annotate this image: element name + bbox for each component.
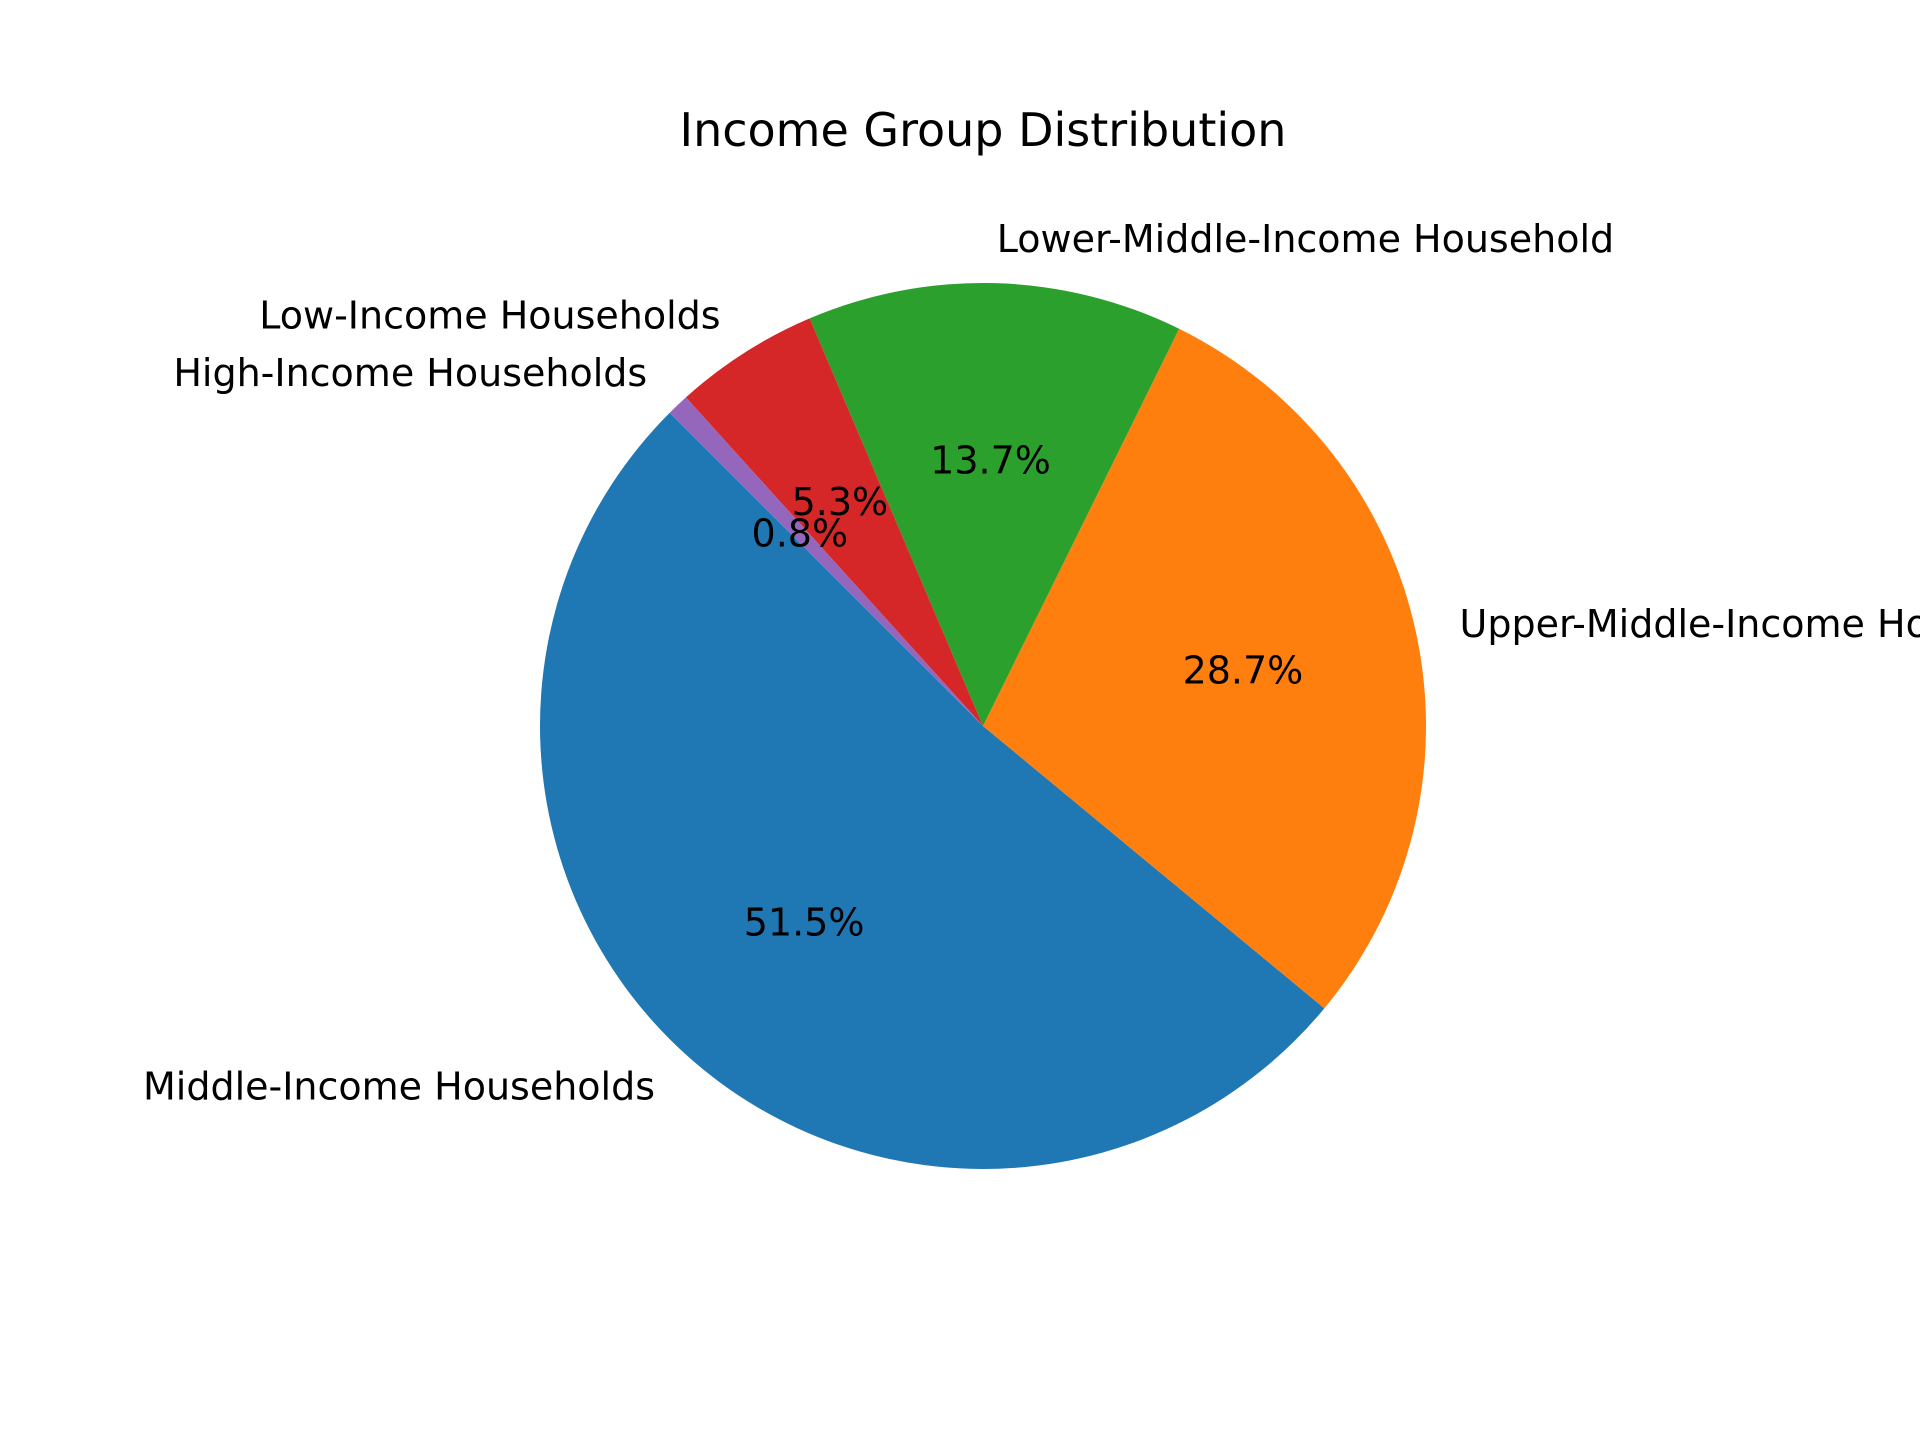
pct-label-low-income-households: 5.3% [792, 480, 889, 524]
slices-layer [540, 283, 1427, 1169]
slice-label-upper-middle-income-households: Upper-Middle-Income Households [1460, 602, 1920, 646]
pct-label-middle-income-households: 51.5% [744, 901, 865, 945]
slice-label-middle-income-households: Middle-Income Households [143, 1064, 655, 1108]
slice-label-high-income-households: High-Income Households [173, 351, 647, 395]
pct-label-upper-middle-income-households: 28.7% [1183, 648, 1304, 692]
slice-label-lower-middle-income-household: Lower-Middle-Income Household [997, 217, 1614, 261]
slice-label-low-income-households: Low-Income Households [259, 293, 720, 337]
slice-upper-middle-income-households [983, 328, 1427, 1009]
pct-label-lower-middle-income-household: 13.7% [930, 438, 1051, 482]
chart-title: Income Group Distribution [680, 103, 1287, 157]
slice-lower-middle-income-household [809, 283, 1180, 726]
pct-label-high-income-households: 0.8% [752, 511, 849, 555]
slice-low-income-households [685, 318, 983, 726]
labels-layer: 51.5% Middle-Income Households 28.7% Upper-… [143, 217, 1920, 1109]
slice-high-income-households [669, 397, 983, 726]
slice-middle-income-households [540, 412, 1325, 1169]
